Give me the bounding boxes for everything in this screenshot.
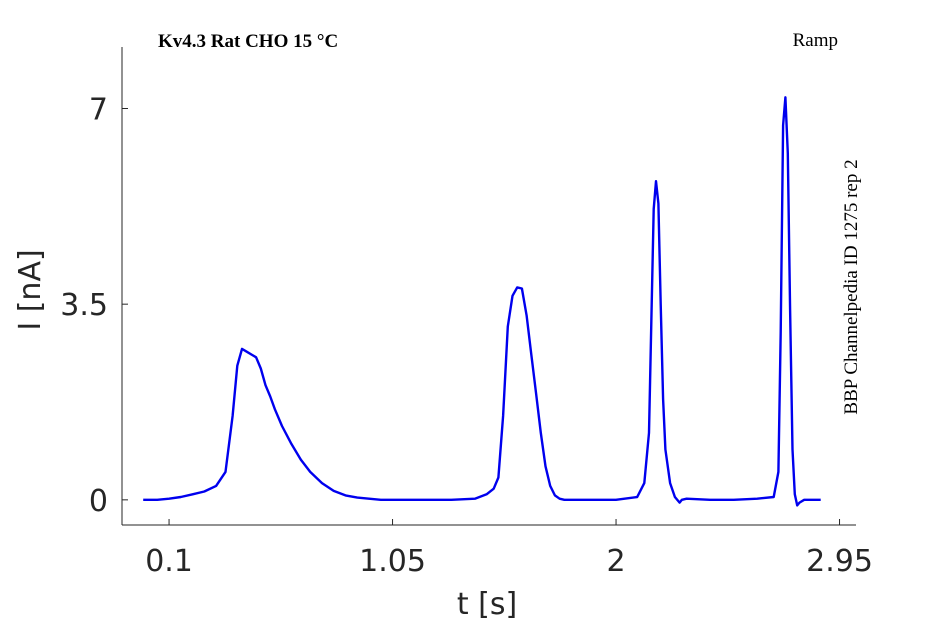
y-tick-label: 7 — [89, 92, 108, 127]
current-trace-line — [143, 96, 821, 507]
y-axis-label: I [nA] — [13, 249, 48, 330]
y-tick-label: 0 — [89, 484, 108, 519]
protocol-label: Ramp — [793, 30, 838, 51]
x-axis-label: t [s] — [457, 587, 517, 622]
y-tick-label: 3.5 — [60, 288, 108, 323]
x-tick-label: 2.95 — [806, 544, 873, 579]
ticks: 0.1 1.05 2 2.95 0 3.5 7 — [60, 92, 873, 579]
axes — [121, 47, 856, 526]
side-label: BBP Channelpedia ID 1275 rep 2 — [841, 159, 862, 414]
plot-area — [143, 96, 821, 507]
chart-title: Kv4.3 Rat CHO 15 °C — [158, 31, 338, 52]
x-tick-label: 2 — [606, 544, 625, 579]
x-tick-label: 0.1 — [145, 544, 193, 579]
x-tick-label: 1.05 — [359, 544, 426, 579]
